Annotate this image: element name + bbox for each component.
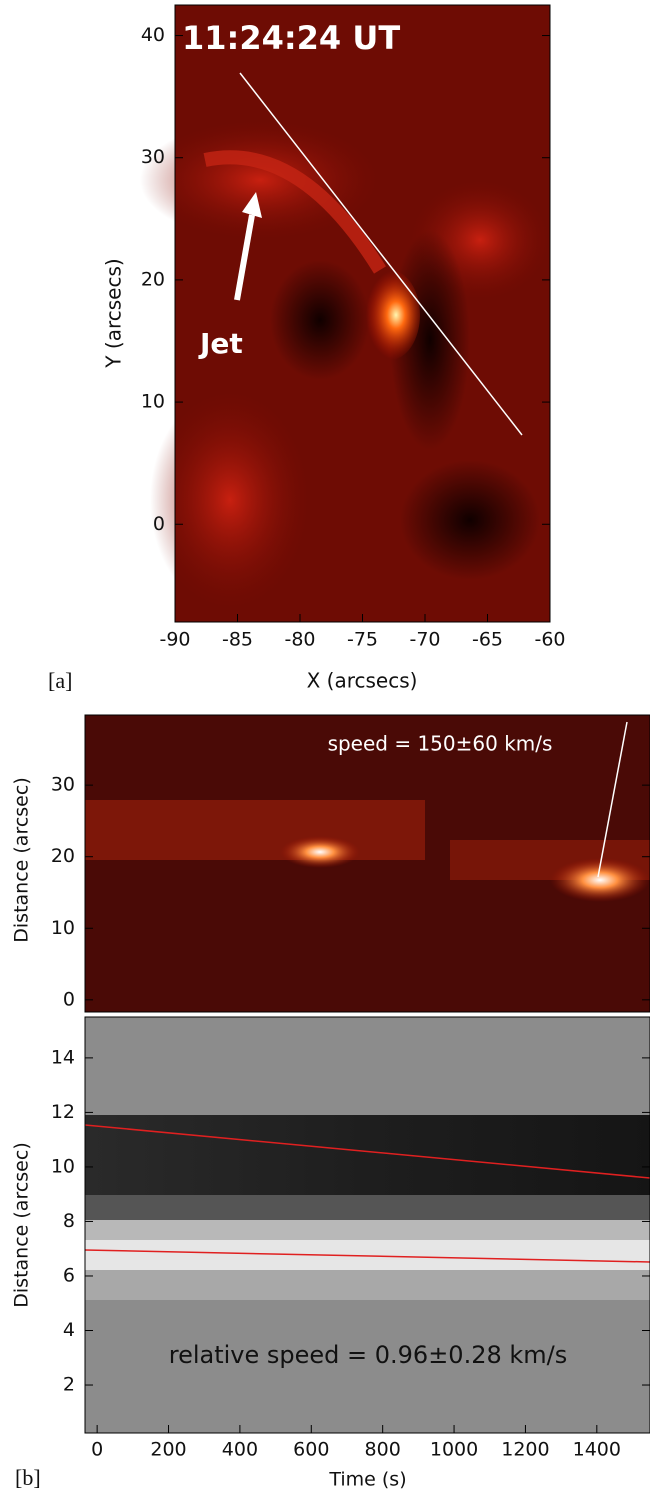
y-tick-label: 2: [63, 1374, 75, 1396]
y-axis-label: Distance (arcsec): [11, 777, 33, 942]
y-axis-label: Distance (arcsec): [11, 1142, 33, 1307]
y-tick-label: 0: [153, 513, 165, 535]
x-tick-label: 600: [293, 1439, 329, 1461]
y-tick-label: 40: [141, 24, 165, 46]
x-tick-label: -70: [409, 629, 440, 651]
y-tick-label: 20: [51, 845, 75, 867]
y-tick-label: 14: [51, 1046, 75, 1068]
x-axis-label: X (arcsecs): [307, 669, 418, 693]
panel-label: [a]: [48, 668, 72, 693]
y-axis-label: Y (arcsecs): [102, 258, 126, 368]
x-tick-label: 0: [91, 1439, 103, 1461]
frame-b-bottom: [84, 1016, 650, 1434]
y-tick-label: 4: [63, 1319, 75, 1341]
x-tick-label: 1000: [430, 1439, 478, 1461]
x-tick-label: -75: [347, 629, 378, 651]
x-tick-label: 1200: [501, 1439, 549, 1461]
relative-speed-annotation: relative speed = 0.96±0.28 km/s: [169, 1341, 568, 1369]
y-tick-label: 6: [63, 1264, 75, 1286]
speed-annotation: speed = 150±60 km/s: [328, 732, 553, 756]
x-tick-label: -90: [159, 629, 190, 651]
frame-b-top: [84, 714, 650, 1013]
x-tick-label: 200: [150, 1439, 186, 1461]
jet-label: Jet: [198, 327, 243, 360]
x-tick-label: -60: [534, 629, 565, 651]
timestamp: 11:24:24 UT: [182, 19, 400, 57]
y-tick-label: 30: [141, 146, 165, 168]
y-tick-label: 10: [51, 1155, 75, 1177]
y-tick-label: 0: [63, 988, 75, 1010]
panel-label: [b]: [15, 1465, 41, 1490]
y-tick-label: 10: [141, 391, 165, 413]
x-tick-label: -80: [284, 629, 315, 651]
y-tick-label: 10: [51, 917, 75, 939]
y-tick-label: 20: [141, 268, 165, 290]
x-tick-label: 1400: [573, 1439, 621, 1461]
x-tick-label: 400: [222, 1439, 258, 1461]
image-a: [140, 5, 550, 622]
x-axis-label: Time (s): [328, 1469, 406, 1491]
image-b-top: [85, 715, 650, 1012]
x-tick-label: 800: [365, 1439, 401, 1461]
y-tick-label: 30: [51, 774, 75, 796]
x-tick-label: -85: [222, 629, 253, 651]
x-tick-label: -65: [472, 629, 503, 651]
y-tick-label: 12: [51, 1101, 75, 1123]
y-tick-label: 8: [63, 1210, 75, 1232]
image-b-bottom: [84, 1017, 650, 1433]
